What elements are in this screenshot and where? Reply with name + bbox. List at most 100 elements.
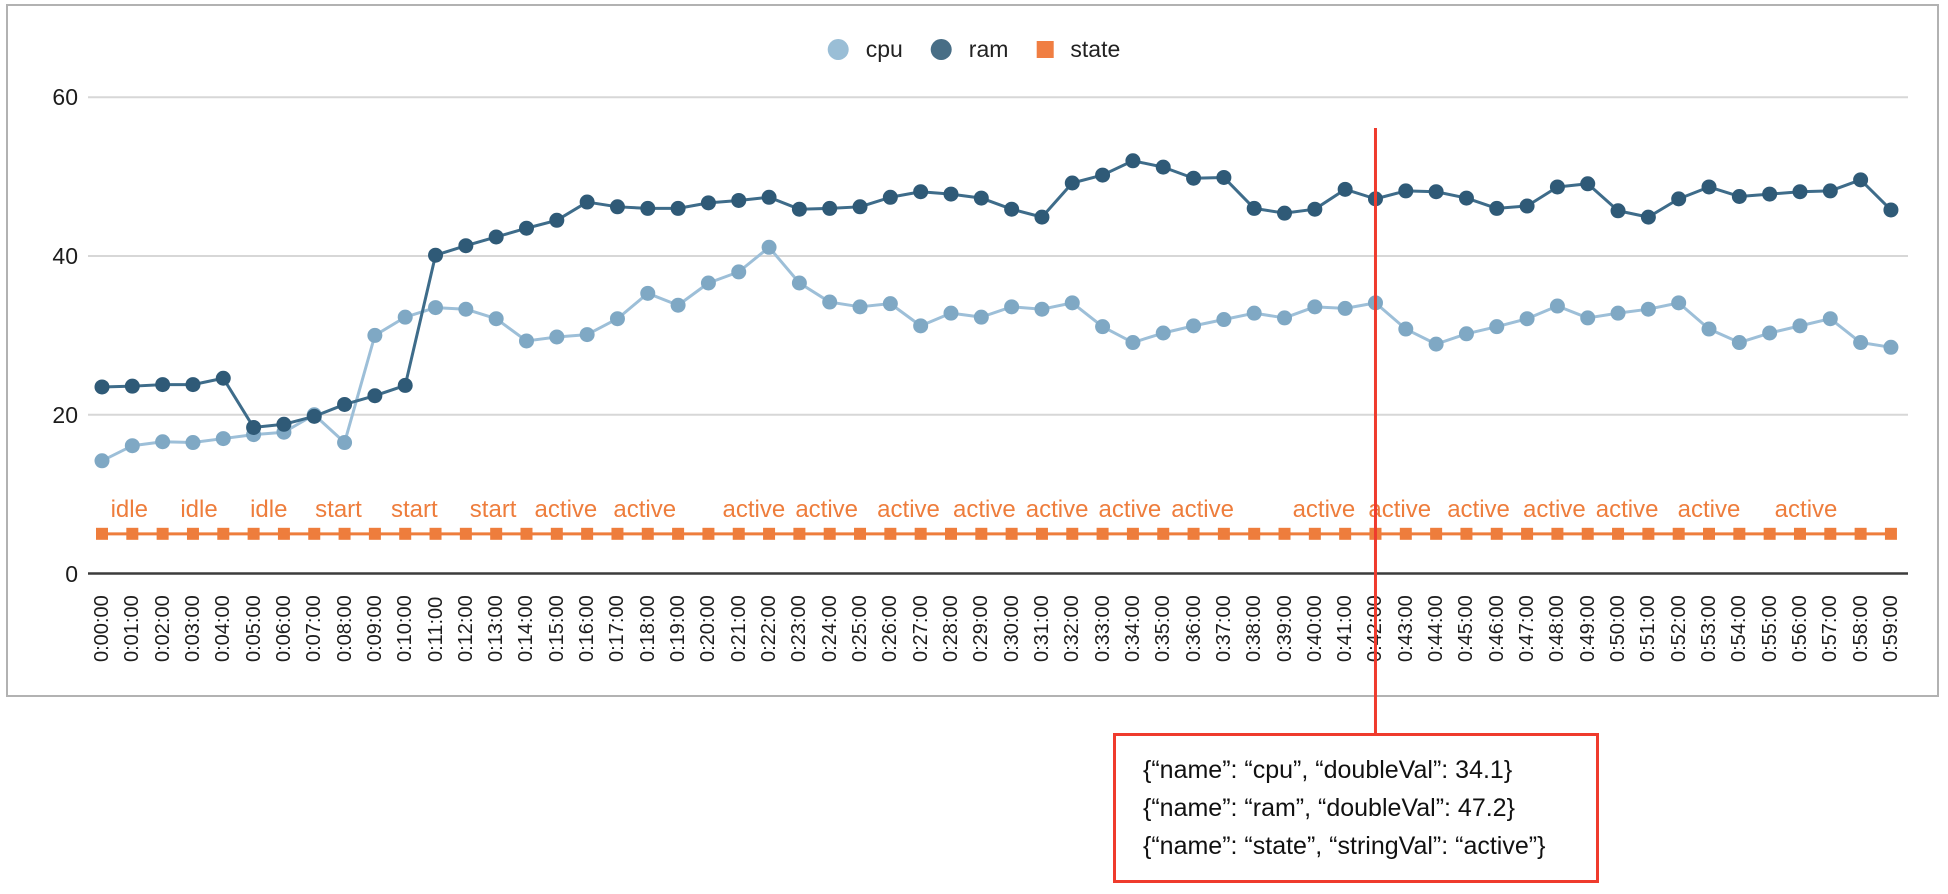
x-tick-label: 0:11:00 — [424, 596, 447, 662]
state-annotation-label: idle — [180, 496, 218, 523]
x-tick-label: 0:09:00 — [363, 595, 386, 662]
x-tick-label: 0:58:00 — [1849, 595, 1872, 662]
x-tick-label: 0:27:00 — [909, 595, 932, 662]
x-tick-label: 0:26:00 — [879, 595, 902, 662]
x-tick-label: 0:52:00 — [1667, 595, 1690, 662]
x-tick-label: 0:39:00 — [1273, 595, 1296, 662]
x-tick-label: 0:02:00 — [151, 595, 174, 662]
state-legend-swatch-icon — [1036, 41, 1054, 58]
state-annotation-label: start — [315, 496, 362, 523]
x-tick-label: 0:59:00 — [1879, 595, 1902, 662]
legend-label-state: state — [1070, 36, 1121, 62]
x-tick-label: 0:04:00 — [212, 595, 235, 662]
x-tick-label: 0:47:00 — [1516, 595, 1539, 662]
x-tick-label: 0:01:00 — [121, 595, 144, 662]
state-annotation-label: active — [1368, 496, 1432, 523]
state-annotation-label: active — [1025, 496, 1089, 523]
state-annotation-label: active — [1523, 496, 1586, 523]
state-annotation-label: active — [1098, 496, 1162, 523]
y-tick-label: 0 — [65, 560, 78, 587]
state-annotation-label: active — [1292, 496, 1356, 523]
legend-label-ram: ram — [968, 36, 1009, 62]
x-tick-label: 0:51:00 — [1637, 595, 1660, 662]
x-tick-label: 0:37:00 — [1212, 595, 1235, 662]
state-annotation-label: active — [613, 496, 677, 523]
legend-label-cpu: cpu — [865, 36, 903, 62]
tooltip-line-state: {“name”: “state”, “stringVal”: “active”} — [1143, 832, 1546, 860]
x-tick-label: 0:43:00 — [1394, 595, 1417, 662]
x-tick-label: 0:07:00 — [303, 595, 326, 662]
x-tick-label: 0:49:00 — [1576, 595, 1599, 662]
x-tick-label: 0:45:00 — [1455, 595, 1478, 662]
state-annotation-label: start — [390, 496, 438, 523]
x-tick-label: 0:21:00 — [727, 595, 750, 662]
x-tick-label: 0:10:00 — [394, 595, 417, 662]
x-tick-label: 0:17:00 — [606, 595, 629, 662]
x-tick-label: 0:15:00 — [545, 595, 568, 662]
x-tick-label: 0:05:00 — [242, 595, 265, 662]
x-tick-label: 0:54:00 — [1728, 595, 1751, 662]
x-tick-label: 0:56:00 — [1788, 595, 1811, 662]
state-annotation-label: active — [1774, 496, 1838, 523]
x-tick-label: 0:19:00 — [667, 595, 690, 662]
x-tick-label: 0:53:00 — [1698, 595, 1720, 662]
state-annotation-label: idle — [110, 496, 148, 523]
x-tick-label: 0:46:00 — [1485, 595, 1508, 662]
x-tick-label: 0:22:00 — [758, 595, 781, 662]
state-annotation-label: idle — [250, 496, 288, 523]
state-annotation-label: active — [534, 496, 598, 523]
legend-item-state[interactable]: state — [1036, 36, 1120, 63]
x-tick-label: 0:57:00 — [1819, 595, 1842, 662]
x-tick-label: 0:25:00 — [849, 595, 872, 662]
x-tick-label: 0:40:00 — [1303, 595, 1326, 662]
x-tick-label: 0:33:00 — [1091, 595, 1114, 662]
x-tick-label: 0:44:00 — [1425, 595, 1448, 662]
x-tick-label: 0:00:00 — [91, 595, 113, 662]
x-tick-label: 0:13:00 — [485, 595, 508, 662]
y-tick-label: 20 — [52, 401, 78, 428]
x-tick-label: 0:20:00 — [697, 595, 720, 662]
tooltip-callout: {“name”: “cpu”, “doubleVal”: 34.1} {“nam… — [1113, 733, 1599, 883]
x-tick-label: 0:16:00 — [576, 595, 599, 662]
x-tick-label: 0:55:00 — [1758, 595, 1781, 662]
x-tick-label: 0:29:00 — [970, 595, 993, 662]
state-annotation-label: active — [1171, 496, 1234, 523]
x-tick-label: 0:38:00 — [1243, 595, 1266, 662]
state-annotation-label: active — [722, 496, 786, 523]
x-tick-label: 0:48:00 — [1546, 595, 1569, 662]
y-tick-label: 40 — [52, 243, 78, 270]
x-tick-label: 0:30:00 — [1000, 595, 1023, 662]
x-tick-label: 0:34:00 — [1121, 595, 1144, 662]
x-tick-label: 0:28:00 — [939, 595, 962, 662]
x-tick-label: 0:36:00 — [1182, 595, 1205, 662]
state-annotation-label: active — [952, 496, 1016, 523]
x-tick-label: 0:18:00 — [636, 595, 659, 662]
state-annotation-label: active — [1677, 496, 1741, 523]
tooltip-line-ram: {“name”: “ram”, “doubleVal”: 47.2} — [1143, 794, 1515, 822]
x-tick-label: 0:32:00 — [1061, 595, 1084, 662]
y-tick-label: 60 — [52, 84, 78, 111]
x-tick-label: 0:31:00 — [1030, 595, 1053, 662]
legend-item-cpu[interactable]: cpu — [827, 36, 903, 63]
x-tick-label: 0:42:00 — [1364, 595, 1387, 662]
x-tick-label: 0:41:00 — [1334, 595, 1357, 662]
state-annotation-label: active — [1595, 496, 1659, 523]
state-annotation-label: active — [795, 496, 859, 523]
x-tick-label: 0:06:00 — [272, 595, 295, 662]
x-tick-label: 0:12:00 — [454, 595, 477, 662]
state-annotation-label: start — [469, 496, 517, 523]
state-annotation-label: active — [877, 496, 940, 523]
cpu-legend-swatch-icon — [827, 39, 849, 60]
x-tick-label: 0:35:00 — [1152, 595, 1175, 662]
x-tick-label: 0:24:00 — [818, 595, 841, 662]
x-tick-label: 0:03:00 — [181, 595, 204, 662]
x-tick-label: 0:23:00 — [788, 595, 811, 662]
state-annotation-label: active — [1447, 496, 1510, 523]
tooltip-line-cpu: {“name”: “cpu”, “doubleVal”: 34.1} — [1143, 756, 1513, 784]
ram-legend-swatch-icon — [930, 39, 952, 60]
x-tick-label: 0:50:00 — [1607, 595, 1630, 662]
legend-item-ram[interactable]: ram — [930, 36, 1009, 63]
chart-legend: cpu ram state — [827, 36, 1120, 63]
x-tick-label: 0:08:00 — [333, 595, 356, 662]
